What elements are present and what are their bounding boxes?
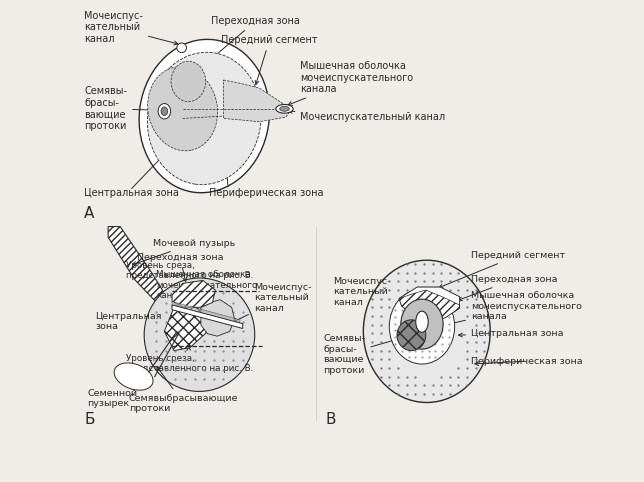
Ellipse shape bbox=[401, 299, 443, 349]
Text: Мышечная оболочка
мочеиспускательного
канала: Мышечная оболочка мочеиспускательного ка… bbox=[156, 270, 258, 304]
Text: Уровень среза,
представленного на рис. В.: Уровень среза, представленного на рис. В… bbox=[126, 347, 253, 373]
Text: Мышечная оболочка
мочеиспускательного
канала: Мышечная оболочка мочеиспускательного ка… bbox=[288, 61, 413, 106]
Text: Мочевой пузырь: Мочевой пузырь bbox=[133, 239, 235, 265]
Text: Мочеиспус-
кательный
канал: Мочеиспус- кательный канал bbox=[84, 11, 178, 45]
Ellipse shape bbox=[177, 43, 187, 53]
Text: Семенной
пузырек: Семенной пузырек bbox=[88, 379, 138, 408]
Text: А: А bbox=[84, 206, 95, 221]
Polygon shape bbox=[399, 287, 459, 321]
Polygon shape bbox=[108, 227, 171, 312]
Text: Семявыбрасывающие
протоки: Семявыбрасывающие протоки bbox=[129, 367, 238, 413]
Text: Периферическая зона: Периферическая зона bbox=[471, 357, 583, 366]
Text: Мышечная оболочка
мочеиспускательного
канала: Мышечная оболочка мочеиспускательного ка… bbox=[446, 292, 582, 326]
Ellipse shape bbox=[171, 61, 205, 102]
Text: Передний сегмент: Передний сегмент bbox=[221, 35, 317, 84]
Text: Б: Б bbox=[84, 412, 95, 427]
Ellipse shape bbox=[397, 320, 426, 350]
Ellipse shape bbox=[114, 363, 153, 390]
Text: Мочеиспус-
кательный
канал: Мочеиспус- кательный канал bbox=[233, 283, 311, 322]
Text: Центральная
зона: Центральная зона bbox=[95, 312, 180, 332]
Ellipse shape bbox=[147, 52, 261, 185]
Text: Передний сегмент: Передний сегмент bbox=[439, 251, 565, 288]
Polygon shape bbox=[172, 305, 243, 328]
Text: Центральная зона: Центральная зона bbox=[459, 329, 564, 338]
Ellipse shape bbox=[158, 104, 171, 119]
Polygon shape bbox=[201, 300, 234, 336]
Polygon shape bbox=[172, 302, 240, 325]
Ellipse shape bbox=[147, 67, 218, 151]
Ellipse shape bbox=[416, 311, 428, 332]
Text: Переходная зона: Переходная зона bbox=[137, 254, 223, 281]
Text: Уровень среза,
представленного на рис. В.: Уровень среза, представленного на рис. В… bbox=[126, 261, 253, 287]
Polygon shape bbox=[399, 287, 459, 305]
Ellipse shape bbox=[144, 278, 255, 391]
Ellipse shape bbox=[279, 107, 289, 111]
Polygon shape bbox=[164, 298, 211, 350]
Text: Мочеиспус-
кательный
канал: Мочеиспус- кательный канал bbox=[333, 277, 417, 311]
Polygon shape bbox=[223, 80, 290, 122]
Text: Переходная зона: Переходная зона bbox=[459, 275, 558, 301]
Ellipse shape bbox=[139, 40, 269, 193]
Ellipse shape bbox=[389, 289, 455, 364]
Text: Переходная зона: Переходная зона bbox=[202, 16, 300, 67]
Polygon shape bbox=[172, 281, 215, 308]
Text: Мочеиспускательный канал: Мочеиспускательный канал bbox=[289, 109, 446, 122]
Text: Семявы-
брасы-
вающие
протоки: Семявы- брасы- вающие протоки bbox=[323, 335, 408, 375]
Ellipse shape bbox=[161, 107, 167, 116]
Ellipse shape bbox=[276, 105, 293, 113]
Text: Центральная зона: Центральная зона bbox=[84, 188, 179, 198]
Ellipse shape bbox=[363, 260, 490, 402]
Text: Семявы-
брасы-
вающие
протоки: Семявы- брасы- вающие протоки bbox=[84, 86, 160, 131]
Text: Периферическая зона: Периферическая зона bbox=[209, 188, 323, 198]
Text: В: В bbox=[326, 412, 336, 427]
